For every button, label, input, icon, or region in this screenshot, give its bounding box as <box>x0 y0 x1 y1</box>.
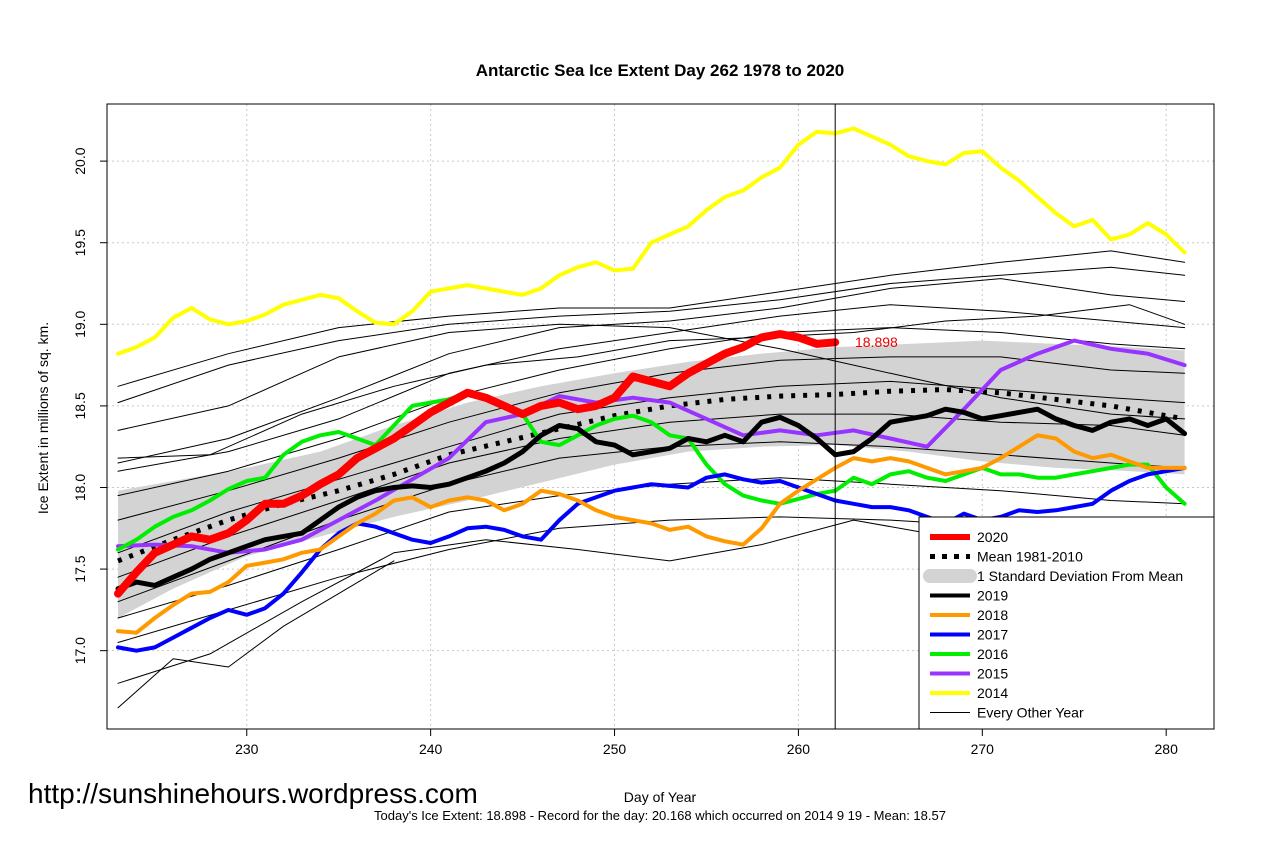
x-tick-label: 240 <box>419 741 443 757</box>
series-line-every-other-year <box>117 304 1186 459</box>
series-line-2018 <box>116 433 1187 635</box>
series-group <box>114 126 1188 709</box>
y-tick-label: 20.0 <box>72 147 88 174</box>
series-line-2015 <box>116 338 1187 555</box>
x-tick-label: 250 <box>603 741 627 757</box>
legend-label: Every Other Year <box>977 705 1084 721</box>
series-line-every-other-year <box>117 380 1186 554</box>
y-tick-label: 17.5 <box>72 555 88 582</box>
series-line-every-other-year <box>117 304 1186 472</box>
x-axis: 230 240 250 260 270 280 <box>235 729 1178 757</box>
series-line-every-other-year <box>117 327 1186 497</box>
y-tick-label: 17.0 <box>72 637 88 664</box>
series-line-every-other-year <box>117 250 1186 387</box>
plot-frame <box>106 103 1215 730</box>
std-band-group <box>118 340 1185 619</box>
series-line-2017 <box>116 465 1187 653</box>
chart-title: Antarctic Sea Ice Extent Day 262 1978 to… <box>476 61 845 80</box>
series-line-2014 <box>116 126 1187 356</box>
y-tick-label: 19.5 <box>72 229 88 256</box>
x-axis-label: Day of Year <box>624 789 697 805</box>
series-line-every-other-year <box>117 323 1186 431</box>
series-line-2019 <box>115 406 1188 592</box>
legend-label: 2015 <box>977 666 1008 682</box>
legend-label: 2017 <box>977 627 1008 643</box>
series-line-2016 <box>116 390 1187 552</box>
series-line-every-other-year <box>117 560 395 709</box>
legend-label: 2018 <box>977 607 1008 623</box>
x-tick-label: 270 <box>971 741 995 757</box>
series-line-every-other-year <box>117 413 1186 578</box>
legend-label: 2016 <box>977 646 1008 662</box>
y-tick-label: 19.0 <box>72 310 88 337</box>
legend-label: 1 Standard Deviation From Mean <box>977 568 1183 584</box>
series-line-2020 <box>114 330 840 598</box>
x-tick-label: 260 <box>787 741 811 757</box>
x-tick-label: 280 <box>1155 741 1179 757</box>
y-tick-label: 18.0 <box>72 474 88 501</box>
y-tick-label: 18.5 <box>72 392 88 419</box>
series-line-every-other-year <box>117 266 1186 404</box>
series-line-every-other-year <box>117 278 1186 464</box>
footer-text: Today's Ice Extent: 18.898 - Record for … <box>374 808 946 823</box>
std-band <box>118 340 1185 619</box>
legend-label: 2020 <box>977 529 1008 545</box>
legend-label: Mean 1981-2010 <box>977 549 1083 565</box>
watermark-link[interactable]: http://sunshinehours.wordpress.com <box>28 778 478 809</box>
current-value-label: 18.898 <box>855 334 898 350</box>
series-line-every-other-year <box>117 356 1186 521</box>
legend: 2020 Mean 1981-2010 1 Standard Deviation F… <box>918 516 1215 730</box>
legend-label: 2019 <box>977 588 1008 604</box>
x-tick-label: 230 <box>235 741 259 757</box>
y-axis: 17.0 17.5 18.0 18.5 19.0 19.5 20.0 <box>72 147 107 664</box>
legend-label: 2014 <box>977 685 1008 701</box>
y-axis-label: Ice Extent in millions of sq. km. <box>35 322 51 514</box>
